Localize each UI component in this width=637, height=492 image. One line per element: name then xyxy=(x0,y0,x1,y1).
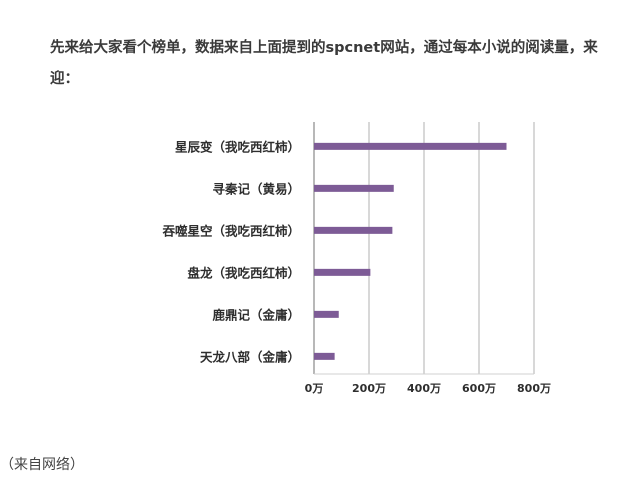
bar xyxy=(314,310,339,318)
category-label-layer: 星辰变（我吃西红柿） 寻秦记（黄易） 吞噬星空（我吃西红柿） 盘龙（我吃西红柿） 鹿鼎记… xyxy=(161,139,300,364)
x-tick-label: 400万 xyxy=(407,382,441,395)
bar xyxy=(314,184,394,192)
category-label: 寻秦记（黄易） xyxy=(212,181,300,196)
bar xyxy=(314,226,393,234)
intro-paragraph: 先来给大家看个榜单，数据来自上面提到的spcnet网站，通过每本小说的阅读量，来… xyxy=(50,40,598,87)
bar xyxy=(314,142,507,150)
reading-volume-chart: 星辰变（我吃西红柿） 寻秦记（黄易） 吞噬星空（我吃西红柿） 盘龙（我吃西红柿） 鹿鼎记… xyxy=(120,112,590,410)
x-tick-layer: 0万 200万 400万 600万 800万 xyxy=(305,382,551,395)
category-label: 盘龙（我吃西红柿） xyxy=(187,265,300,280)
x-tick-label: 800万 xyxy=(517,382,551,395)
x-tick-label: 200万 xyxy=(352,382,386,395)
category-label: 星辰变（我吃西红柿） xyxy=(175,139,300,154)
x-tick-label: 600万 xyxy=(462,382,496,395)
bar-layer xyxy=(314,142,507,360)
x-tick-label: 0万 xyxy=(305,382,324,395)
category-label: 天龙八部（金庸） xyxy=(200,349,300,364)
bar xyxy=(314,268,371,276)
category-label: 吞噬星空（我吃西红柿） xyxy=(161,223,300,238)
category-label: 鹿鼎记（金庸） xyxy=(212,307,300,322)
grid-layer xyxy=(313,122,535,375)
bar-chart-svg: 星辰变（我吃西红柿） 寻秦记（黄易） 吞噬星空（我吃西红柿） 盘龙（我吃西红柿） 鹿鼎记… xyxy=(161,122,551,395)
bar xyxy=(314,352,335,360)
source-caption: （来自网络） xyxy=(0,457,84,473)
